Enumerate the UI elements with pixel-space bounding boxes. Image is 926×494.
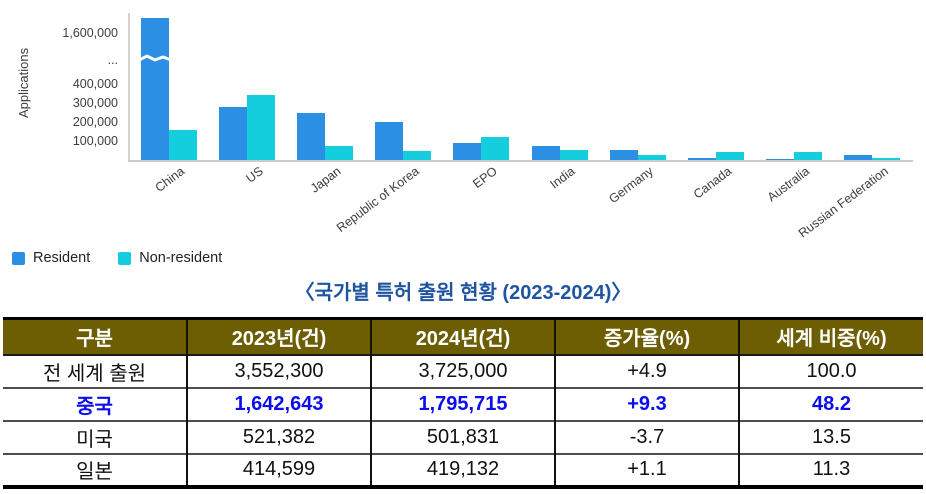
y-tick-label: ... bbox=[107, 52, 118, 67]
table-cell: -3.7 bbox=[554, 419, 739, 454]
legend-swatch bbox=[12, 251, 25, 265]
table-cell: 중국 bbox=[3, 386, 187, 421]
legend-label: Resident bbox=[33, 250, 91, 266]
table-cell: 일본 bbox=[3, 452, 187, 487]
table-cell: 100.0 bbox=[738, 353, 923, 388]
table-cell: 13.5 bbox=[738, 419, 923, 454]
table-cell: 3,552,300 bbox=[186, 353, 371, 388]
bar-resident-canada bbox=[687, 158, 716, 160]
bar-resident-australia bbox=[765, 159, 794, 160]
bar-non-resident-australia bbox=[793, 152, 822, 160]
x-axis-label: Russian Federation bbox=[732, 164, 890, 240]
x-axis-line bbox=[128, 160, 913, 162]
table-cell: 521,382 bbox=[186, 419, 371, 454]
bar-non-resident-russian-federation bbox=[871, 158, 900, 160]
y-axis-line bbox=[128, 13, 130, 161]
legend-item-resident: Resident bbox=[12, 250, 90, 266]
x-axis-label-text: Russian Federation bbox=[795, 164, 891, 241]
table-cell: +1.1 bbox=[554, 452, 739, 487]
chart-legend: Resident Non-resident bbox=[12, 250, 222, 266]
bar-non-resident-germany bbox=[637, 155, 666, 160]
plot-area bbox=[130, 14, 911, 160]
x-axis-labels: China US Japan Republic of Korea EPO India Ger… bbox=[130, 164, 911, 244]
y-tick-label: 200,000 bbox=[72, 114, 118, 129]
bar-resident-china bbox=[139, 17, 172, 160]
table-cell: 미국 bbox=[3, 419, 187, 454]
bar-resident-epo bbox=[453, 142, 482, 160]
table-cell: 1,795,715 bbox=[370, 386, 555, 421]
bar-non-resident-us bbox=[247, 95, 276, 160]
y-tick-label: 300,000 bbox=[72, 95, 118, 110]
bar-non-resident-republic-of-korea bbox=[403, 150, 432, 160]
axis-break-mark bbox=[139, 54, 172, 62]
table-cell: 501,831 bbox=[370, 419, 555, 454]
table-header-row: 구분 2023년(건) 2024년(건) 증가율(%) 세계 비중(%) bbox=[3, 318, 923, 355]
bar-non-resident-epo bbox=[481, 137, 510, 160]
legend-label: Non-resident bbox=[139, 250, 223, 266]
table-header-cell: 세계 비중(%) bbox=[738, 318, 923, 355]
table-cell: 11.3 bbox=[738, 452, 923, 487]
table-header-cell: 2023년(건) bbox=[186, 318, 371, 355]
data-table: 구분 2023년(건) 2024년(건) 증가율(%) 세계 비중(%) 전 세계 출원… bbox=[3, 317, 923, 489]
table-row: 전 세계 출원 3,552,300 3,725,000 +4.9 100.0 bbox=[3, 353, 923, 388]
bar-non-resident-india bbox=[559, 150, 588, 160]
table-row: 일본 414,599 419,132 +1.1 11.3 bbox=[3, 452, 923, 487]
legend-item-non-resident: Non-resident bbox=[118, 250, 222, 266]
bar-chart: Applications 1,600,000... 400,000 300,000 2… bbox=[0, 0, 926, 246]
table-header-cell: 증가율(%) bbox=[554, 318, 739, 355]
bar-non-resident-canada bbox=[715, 151, 744, 160]
y-tick-label: 400,000 bbox=[72, 76, 118, 91]
table-cell: +4.9 bbox=[554, 353, 739, 388]
bar-resident-russian-federation bbox=[843, 155, 872, 160]
legend-swatch bbox=[118, 251, 132, 265]
bar-resident-republic-of-korea bbox=[375, 122, 404, 160]
table-cell: +9.3 bbox=[554, 386, 739, 421]
table-cell: 419,132 bbox=[370, 452, 555, 487]
bar-resident-germany bbox=[609, 149, 638, 160]
table-body: 전 세계 출원 3,552,300 3,725,000 +4.9 100.0 중국 1,64… bbox=[3, 353, 923, 487]
table-cell: 1,642,643 bbox=[186, 386, 371, 421]
table-header-cell: 2024년(건) bbox=[370, 318, 555, 355]
table-header-cell: 구분 bbox=[3, 318, 187, 355]
table-cell: 3,725,000 bbox=[370, 353, 555, 388]
bar-resident-us bbox=[219, 106, 248, 160]
page-title: 〈국가별 특허 출원 현황 (2023-2024)〉 bbox=[294, 282, 632, 304]
bar-non-resident-japan bbox=[325, 145, 354, 160]
table-row: 미국 521,382 501,831 -3.7 13.5 bbox=[3, 419, 923, 454]
table-cell: 전 세계 출원 bbox=[3, 353, 187, 388]
table-cell: 48.2 bbox=[738, 386, 923, 421]
bar-non-resident-china bbox=[169, 129, 198, 160]
table-container: 구분 2023년(건) 2024년(건) 증가율(%) 세계 비중(%) 전 세계 출원… bbox=[3, 317, 923, 489]
bar-resident-japan bbox=[297, 113, 326, 160]
table-row: 중국 1,642,643 1,795,715 +9.3 48.2 bbox=[3, 386, 923, 421]
bar-resident-india bbox=[531, 146, 560, 160]
y-tick-label: 100,000 bbox=[72, 133, 118, 148]
y-tick-label: 1,600,000 bbox=[62, 25, 118, 40]
table-cell: 414,599 bbox=[186, 452, 371, 487]
